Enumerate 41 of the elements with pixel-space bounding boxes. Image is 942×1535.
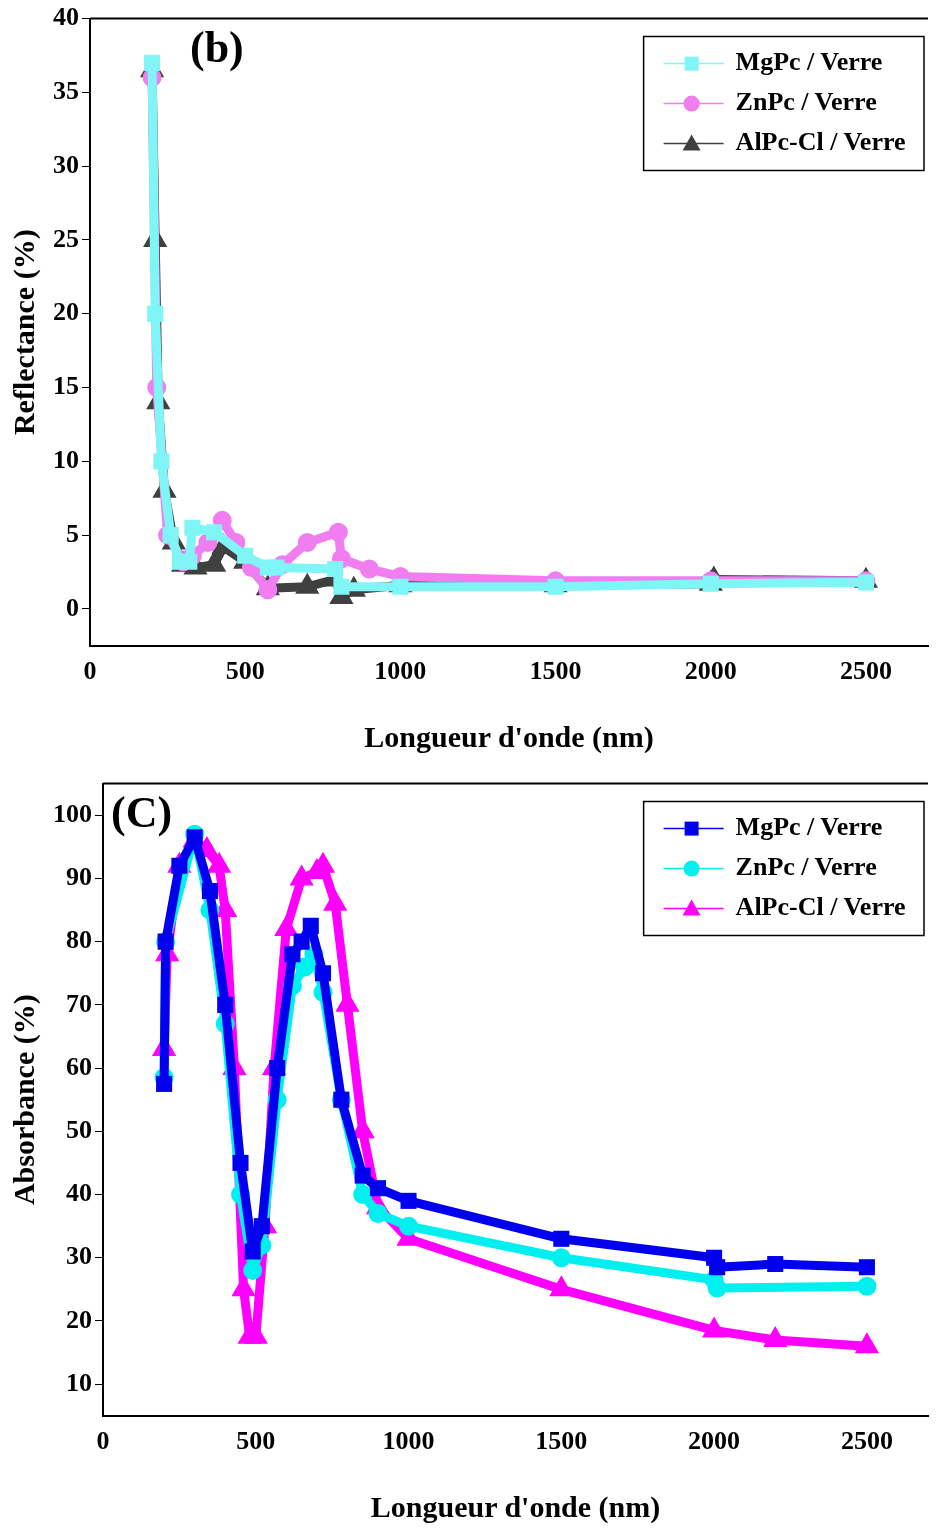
y-tick-label: 40 xyxy=(53,2,79,32)
x-tick-label: 1000 xyxy=(382,1426,435,1456)
x-tick-label: 1500 xyxy=(535,1426,588,1456)
y-tick-label: 20 xyxy=(66,1304,92,1334)
y-tick-label: 90 xyxy=(66,862,92,892)
y-tick-label: 30 xyxy=(66,1241,92,1271)
y-tick-label: 35 xyxy=(53,76,79,106)
y-tick-label: 50 xyxy=(66,1115,92,1145)
y-tick-label: 30 xyxy=(53,149,79,179)
x-tick-label: 1000 xyxy=(374,656,427,686)
legend-label: ZnPc / Verre xyxy=(735,852,877,882)
x-tick-label: 2000 xyxy=(684,656,737,686)
y-tick-label: 0 xyxy=(66,592,79,622)
y-tick-label: 100 xyxy=(53,798,92,828)
legend-label: MgPc / Verre xyxy=(735,47,883,77)
y-axis-title: Absorbance (%) xyxy=(6,994,41,1206)
annotation: (C) xyxy=(111,787,173,837)
y-tick-label: 10 xyxy=(66,1367,92,1397)
y-tick-label: 40 xyxy=(66,1178,92,1208)
y-tick-label: 70 xyxy=(66,988,92,1018)
y-tick-label: 20 xyxy=(53,297,79,327)
x-tick-label: 500 xyxy=(225,656,265,686)
legend-label: AlPc-Cl / Verre xyxy=(735,892,906,922)
x-tick-label: 2000 xyxy=(688,1426,741,1456)
legend-label: AlPc-Cl / Verre xyxy=(735,127,906,157)
x-tick-label: 2500 xyxy=(840,1426,893,1456)
y-tick-label: 10 xyxy=(53,445,79,475)
y-axis-title: Reflectance (%) xyxy=(6,229,41,436)
y-tick-label: 80 xyxy=(66,925,92,955)
x-tick-label: 500 xyxy=(236,1426,276,1456)
y-tick-label: 60 xyxy=(66,1051,92,1081)
annotation: (b) xyxy=(190,22,244,72)
y-tick-label: 15 xyxy=(53,371,79,401)
x-tick-label: 1500 xyxy=(529,656,582,686)
x-axis-title: Longueur d'onde (nm) xyxy=(364,719,654,754)
y-tick-label: 5 xyxy=(66,518,79,548)
y-tick-label: 25 xyxy=(53,223,79,253)
legend-label: ZnPc / Verre xyxy=(735,87,877,117)
x-axis-title: Longueur d'onde (nm) xyxy=(370,1489,661,1524)
legend-label: MgPc / Verre xyxy=(735,812,883,842)
x-tick-label: 2500 xyxy=(839,656,892,686)
